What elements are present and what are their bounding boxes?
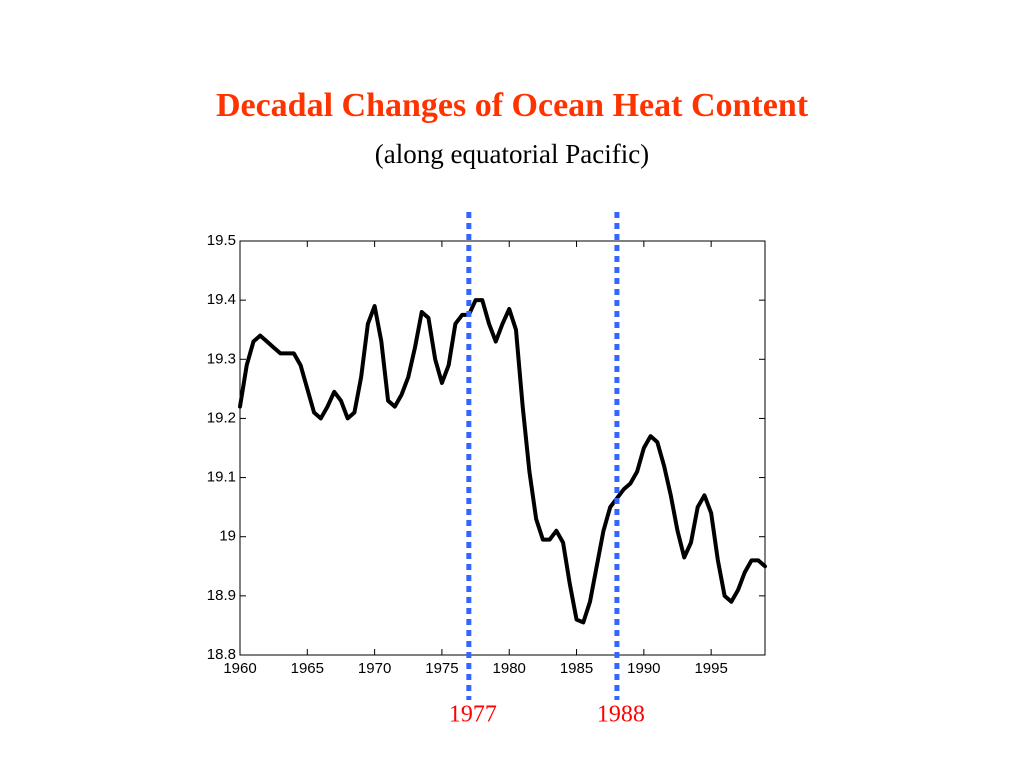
x-tick-label: 1990 [627,660,660,677]
data-line [238,298,767,625]
chart-subtitle: (along equatorial Pacific) [375,139,649,169]
x-tick-label: 1965 [291,660,324,677]
x-tick-label: 1985 [560,660,593,677]
y-tick-label: 19.1 [207,469,236,486]
y-tick-label: 19.5 [207,232,236,249]
x-tick-label: 1960 [223,660,256,677]
y-tick-label: 18.9 [207,587,236,604]
marker-label: 1988 [597,702,645,728]
y-tick-label: 19.3 [207,350,236,367]
y-tick-label: 18.8 [207,646,236,663]
chart-title: Decadal Changes of Ocean Heat Content [216,87,809,124]
x-tick-label: 1975 [425,660,458,677]
x-tick-label: 1980 [493,660,526,677]
y-tick-label: 19.2 [207,409,236,426]
marker-label: 1977 [449,702,497,728]
x-tick-label: 1970 [358,660,391,677]
y-tick-label: 19 [219,528,236,545]
x-tick-label: 1995 [694,660,727,677]
plot-frame [239,240,766,656]
y-tick-label: 19.4 [207,291,236,308]
